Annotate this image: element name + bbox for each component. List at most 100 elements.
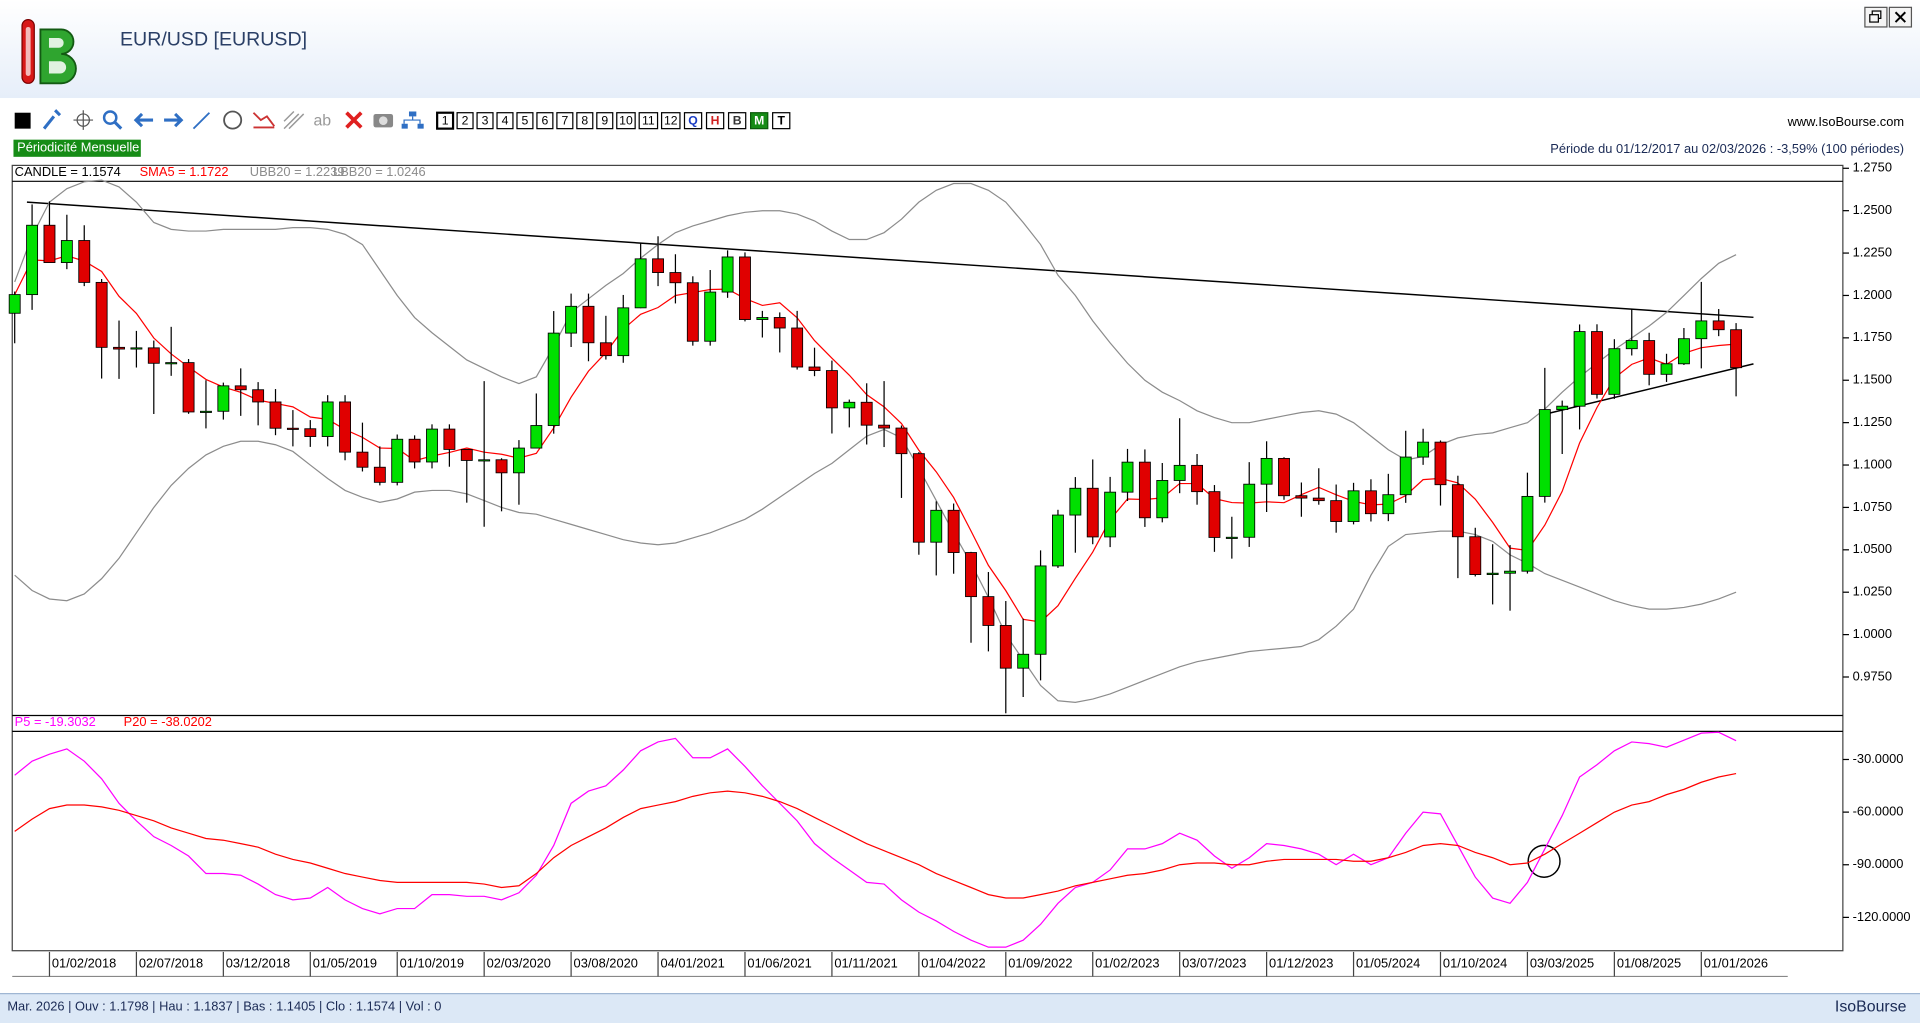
timeframe-button[interactable] [496,112,514,130]
y-tick-label: 1.1000 [1853,456,1892,471]
line-tool[interactable] [192,112,211,130]
channel-tool[interactable] [283,110,305,130]
delete-tool[interactable] [345,111,363,129]
candle-body [965,552,977,598]
candle-body [356,451,369,468]
candle-body [1591,331,1603,395]
x-tick-label: 01/10/2019 [400,956,464,971]
circle-tool[interactable] [223,110,243,130]
pen-tool[interactable] [42,109,62,130]
candle-body [26,224,39,296]
window-title: EUR/USD [EURUSD] [120,29,307,51]
zoom-tool[interactable] [102,110,123,130]
x-tick-label: 01/12/2023 [1269,956,1333,971]
mode-label: Q [688,114,698,128]
candle-body [1121,461,1134,493]
color-tool[interactable] [14,112,31,129]
camera-tool[interactable] [373,113,394,128]
candle-body [1312,497,1325,502]
close-button[interactable] [1888,6,1913,28]
candle-body [1660,363,1673,375]
timeframe-label: 10 [619,114,633,128]
timeframe-button[interactable] [616,112,636,130]
restore-button[interactable] [1864,6,1888,28]
back-tool[interactable] [133,112,154,128]
timeframe-button[interactable] [638,112,659,130]
candle-body [843,401,856,409]
timeframe-button[interactable] [436,111,455,130]
candle-body [1017,653,1030,669]
x-tick-label: 01/06/2021 [747,956,811,971]
status-brand: IsoBourse [1835,998,1907,1015]
timeframe-button[interactable] [596,112,614,130]
candle-body [930,509,943,543]
candle-body [1538,409,1551,497]
candle-body [78,240,91,283]
candle-body [1556,405,1569,411]
mode-button[interactable] [750,112,769,130]
x-tick-label: 01/11/2021 [834,956,897,971]
timeframe-button[interactable] [536,112,554,130]
tree-tool[interactable] [401,111,424,129]
candle-body [947,509,960,553]
candle-body [895,427,908,455]
candle-body [912,453,925,543]
fibo-tool[interactable] [252,112,276,129]
candle-body [1504,570,1516,574]
y-tick-label: 1.0500 [1853,541,1892,556]
indicator-line [14,772,1737,899]
mode-button[interactable] [727,112,747,130]
candle-body [339,401,351,453]
y-tick-label: -60.0000 [1853,804,1904,819]
legend-entry: P5 = -19.3032 [15,714,96,729]
mode-label: H [711,114,720,128]
forward-tool[interactable] [164,112,184,128]
crossover-circle [1527,844,1561,878]
candle-body [808,366,821,372]
timeframe-button[interactable] [660,112,681,130]
x-tick-label: 01/05/2019 [313,956,377,971]
candle-body [791,327,804,368]
timeframe-button[interactable] [556,112,574,130]
candle-body [165,362,178,365]
site-url: www.IsoBourse.com [1787,114,1904,129]
candle-body [1643,340,1656,375]
text-tool[interactable]: ab [313,112,331,129]
candle-body [599,342,612,357]
candle-body [1469,536,1482,576]
crosshair-tool[interactable] [73,110,94,130]
candle-body [1156,480,1169,519]
candle-body [739,256,751,320]
mode-label: M [754,114,764,128]
timeframe-label: 11 [642,114,655,128]
y-tick-label: 1.1250 [1853,414,1892,429]
timeframe-label: 7 [561,114,568,128]
timeframe-button[interactable] [456,112,474,130]
mode-button[interactable] [705,112,725,130]
candle-body [1730,329,1743,369]
candle-body [1052,514,1064,567]
mode-button[interactable] [683,112,703,130]
toolbar: ab 1 2 3 4 5 6 7 8 9 10 11 12 Q H B M T [14,109,791,130]
candle-body [182,362,195,413]
mode-button[interactable] [772,112,791,130]
x-tick-label: 01/02/2018 [52,956,116,971]
timeframe-button[interactable] [576,112,594,130]
candle-body [217,385,230,412]
y-tick-label: 1.2500 [1853,202,1892,217]
candle-body [1260,457,1273,485]
timeframe-button[interactable] [516,112,534,130]
candle-body [1712,320,1725,331]
legend-entry: CANDLE = 1.1574 [15,164,121,179]
candle-body [1173,464,1186,481]
candle-body [634,258,647,309]
status-info: Mar. 2026 | Ouv : 1.1798 | Hau : 1.1837 … [7,998,441,1013]
candle-body [1138,461,1151,519]
candle-body [512,447,525,474]
indicator-line [14,428,1737,703]
candle-body [304,428,317,437]
timeframe-button[interactable] [476,112,494,130]
candle-body [530,425,543,449]
